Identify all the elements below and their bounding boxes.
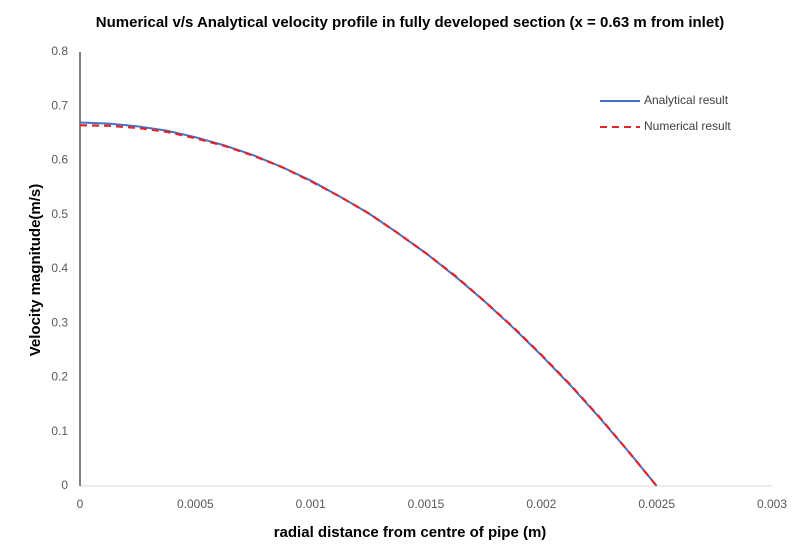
- x-tick-label: 0.002: [526, 497, 556, 511]
- x-tick-label: 0.0015: [408, 497, 445, 511]
- y-tick-label: 0.5: [51, 207, 68, 221]
- x-tick-label: 0.001: [296, 497, 326, 511]
- data-line: [79, 124, 658, 487]
- y-tick-label: 0.2: [51, 370, 68, 384]
- x-axis-title: radial distance from centre of pipe (m): [274, 524, 547, 541]
- y-axis-title: Velocity magnitude(m/s): [27, 184, 44, 357]
- legend-label: Numerical result: [644, 119, 731, 133]
- x-tick-label: 0.0005: [177, 497, 214, 511]
- y-tick-label: 0: [61, 478, 68, 492]
- legend-label: Analytical result: [644, 93, 729, 107]
- data-line: [79, 121, 658, 487]
- y-tick-label: 0.3: [51, 315, 68, 329]
- x-tick-label: 0: [77, 497, 84, 511]
- y-tick-label: 0.1: [51, 424, 68, 438]
- y-tick-label: 0.4: [51, 261, 68, 275]
- chart-title: Numerical v/s Analytical velocity profil…: [96, 14, 724, 31]
- x-tick-label: 0.0025: [638, 497, 675, 511]
- x-tick-label: 0.003: [757, 497, 787, 511]
- y-tick-label: 0.6: [51, 153, 68, 167]
- y-tick-label: 0.7: [51, 98, 68, 112]
- y-tick-label: 0.8: [51, 44, 68, 58]
